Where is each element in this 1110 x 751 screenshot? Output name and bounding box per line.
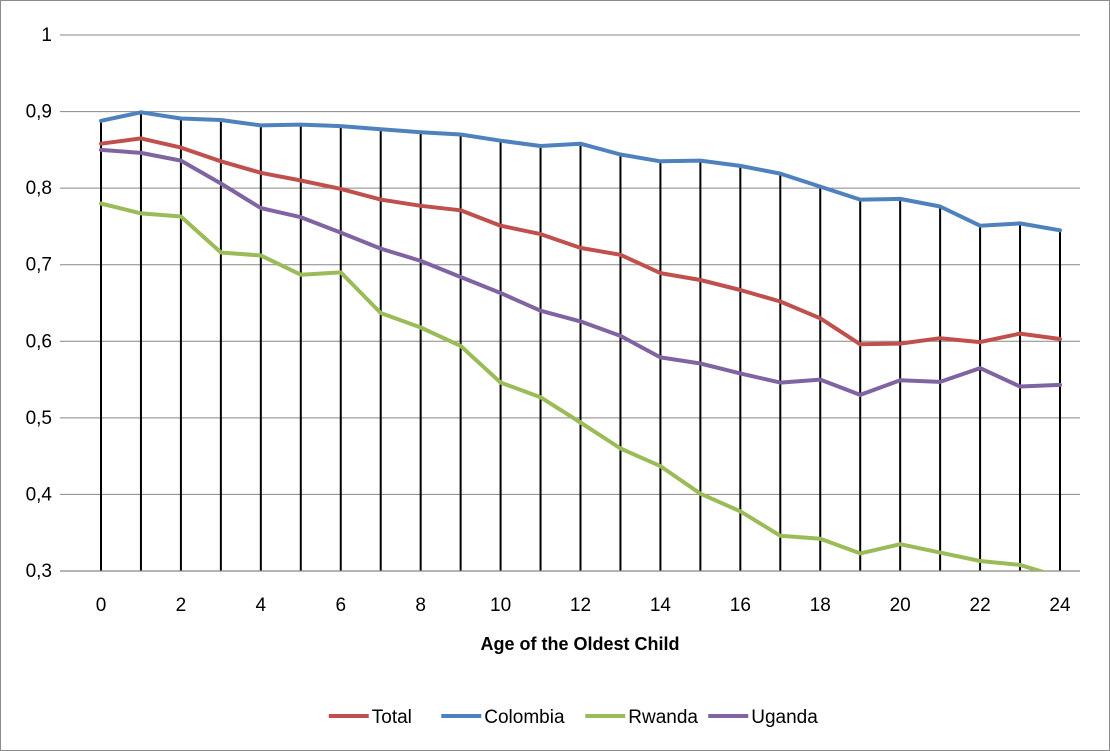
legend-label-colombia: Colombia <box>484 707 565 728</box>
series-line-rwanda <box>99 201 1047 571</box>
legend-label-uganda: Uganda <box>751 707 818 728</box>
legend-label-total: Total <box>372 707 412 728</box>
series-line-uganda <box>99 147 1062 397</box>
y-tick-label-0: 0,3 <box>26 561 52 582</box>
x-tick-label-10: 20 <box>890 595 911 616</box>
x-tick-label-8: 16 <box>730 595 751 616</box>
y-tick-label-7: 1 <box>41 25 52 46</box>
x-tick-label-4: 8 <box>415 595 426 616</box>
legend-label-rwanda: Rwanda <box>628 707 698 728</box>
x-tick-label-0: 0 <box>96 595 107 616</box>
gridlines <box>60 34 1080 572</box>
y-tick-label-2: 0,5 <box>26 408 52 429</box>
series-layer <box>99 110 1062 571</box>
x-tick-label-5: 10 <box>490 595 511 616</box>
y-tick-label-1: 0,4 <box>26 484 53 505</box>
series-line-colombia <box>99 110 1062 233</box>
x-tick-label-6: 12 <box>570 595 591 616</box>
y-axis-ticks: 0,3 0,4 0,5 0,6 0,7 0,8 0,9 1 <box>26 25 53 582</box>
x-tick-label-12: 24 <box>1049 595 1071 616</box>
drop-lines <box>100 112 1061 571</box>
x-tick-label-7: 14 <box>650 595 672 616</box>
x-tick-label-11: 22 <box>970 595 991 616</box>
x-axis-ticks: 0 2 4 6 8 10 12 14 16 18 20 22 24 <box>96 595 1071 616</box>
x-tick-label-2: 4 <box>256 595 267 616</box>
legend: Total Colombia Rwanda Uganda <box>328 707 818 728</box>
y-tick-label-4: 0,7 <box>26 255 52 276</box>
y-tick-label-6: 0,9 <box>26 102 52 123</box>
x-tick-label-3: 6 <box>335 595 346 616</box>
x-tick-label-1: 2 <box>176 595 187 616</box>
y-tick-label-3: 0,6 <box>26 331 52 352</box>
x-axis-title: Age of the Oldest Child <box>480 634 679 654</box>
series-line-total <box>99 136 1062 347</box>
x-tick-label-9: 18 <box>810 595 831 616</box>
y-tick-label-5: 0,8 <box>26 178 52 199</box>
